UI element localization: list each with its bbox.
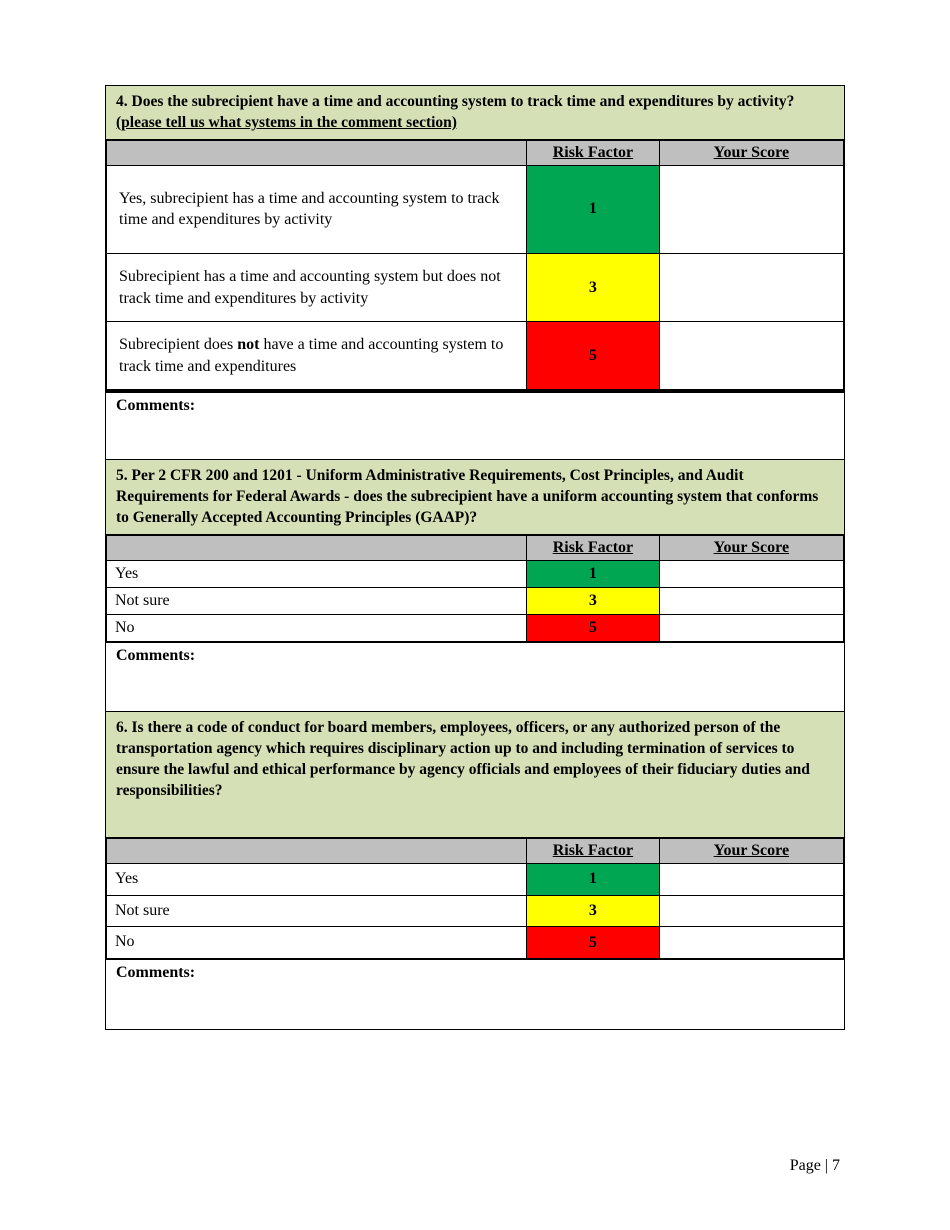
q5-th-blank — [107, 536, 527, 561]
q6-row-3-score[interactable] — [659, 927, 843, 959]
q4-row-2: Subrecipient has a time and accounting s… — [107, 254, 844, 322]
q4-row-3-desc: Subrecipient does not have a time and ac… — [107, 322, 527, 390]
q4-row-1-risk: 1 — [527, 165, 660, 253]
q4-row-3-pre: Subrecipient does — [119, 336, 237, 353]
q6-row-1-score[interactable] — [659, 863, 843, 895]
q6-th-score: Your Score — [659, 838, 843, 863]
q5-comments[interactable]: Comments: — [106, 642, 844, 712]
page-number: Page | 7 — [790, 1157, 840, 1175]
q6-row-3: No 5 — [107, 927, 844, 959]
q5-row-1-score[interactable] — [659, 561, 843, 588]
q4-row-2-risk: 3 — [527, 254, 660, 322]
q6-comments[interactable]: Comments: — [106, 959, 844, 1029]
q6-header-row: Risk Factor Your Score — [107, 838, 844, 863]
q4-row-2-desc: Subrecipient has a time and accounting s… — [107, 254, 527, 322]
q5-row-2-risk: 3 — [527, 588, 660, 615]
q6-comments-label: Comments: — [116, 964, 195, 981]
q5-row-1-desc: Yes — [107, 561, 527, 588]
q6-th-blank — [107, 838, 527, 863]
q5-row-1-risk: 1 — [527, 561, 660, 588]
q4-row-1: Yes, subrecipient has a time and account… — [107, 165, 844, 253]
q4-row-1-desc: Yes, subrecipient has a time and account… — [107, 165, 527, 253]
q5-row-1: Yes 1 — [107, 561, 844, 588]
q5-header-row: Risk Factor Your Score — [107, 536, 844, 561]
q4-row-3-score[interactable] — [659, 322, 843, 390]
q5-table: Risk Factor Your Score Yes 1 Not sure 3 … — [106, 535, 844, 642]
q6-table: Risk Factor Your Score Yes 1 Not sure 3 … — [106, 838, 844, 959]
q4-th-blank — [107, 140, 527, 165]
q6-row-2: Not sure 3 — [107, 895, 844, 927]
q6-row-1: Yes 1 — [107, 863, 844, 895]
q6-row-2-risk: 3 — [527, 895, 660, 927]
q5-comments-label: Comments: — [116, 647, 195, 664]
q6-row-1-desc: Yes — [107, 863, 527, 895]
q4-comments[interactable]: Comments: — [106, 390, 844, 460]
q4-header: 4. Does the subrecipient have a time and… — [106, 86, 844, 140]
q4-row-1-score[interactable] — [659, 165, 843, 253]
form-outer: 4. Does the subrecipient have a time and… — [105, 85, 845, 1030]
q6-th-risk: Risk Factor — [527, 838, 660, 863]
q5-th-score: Your Score — [659, 536, 843, 561]
q5-row-3-risk: 5 — [527, 615, 660, 642]
q5-row-3: No 5 — [107, 615, 844, 642]
q5-row-2-desc: Not sure — [107, 588, 527, 615]
q6-row-3-risk: 5 — [527, 927, 660, 959]
q6-row-2-desc: Not sure — [107, 895, 527, 927]
q6-row-3-desc: No — [107, 927, 527, 959]
q4-row-2-score[interactable] — [659, 254, 843, 322]
q5-row-3-score[interactable] — [659, 615, 843, 642]
q4-title-text: 4. Does the subrecipient have a time and… — [116, 93, 794, 110]
q5-th-risk: Risk Factor — [527, 536, 660, 561]
q4-th-score: Your Score — [659, 140, 843, 165]
q4-header-row: Risk Factor Your Score — [107, 140, 844, 165]
q4-title-underline: (please tell us what systems in the comm… — [116, 114, 457, 131]
q6-row-2-score[interactable] — [659, 895, 843, 927]
q4-table: Risk Factor Your Score Yes, subrecipient… — [106, 140, 844, 391]
q4-row-3-risk: 5 — [527, 322, 660, 390]
q4-th-risk: Risk Factor — [527, 140, 660, 165]
q4-row-3: Subrecipient does not have a time and ac… — [107, 322, 844, 390]
page-container: 4. Does the subrecipient have a time and… — [0, 0, 950, 1230]
q6-row-1-risk: 1 — [527, 863, 660, 895]
q6-header: 6. Is there a code of conduct for board … — [106, 712, 844, 838]
q5-row-3-desc: No — [107, 615, 527, 642]
q5-header: 5. Per 2 CFR 200 and 1201 - Uniform Admi… — [106, 460, 844, 535]
q4-comments-label: Comments: — [116, 397, 195, 414]
q5-row-2-score[interactable] — [659, 588, 843, 615]
q5-row-2: Not sure 3 — [107, 588, 844, 615]
q4-row-3-bold: not — [237, 336, 259, 353]
